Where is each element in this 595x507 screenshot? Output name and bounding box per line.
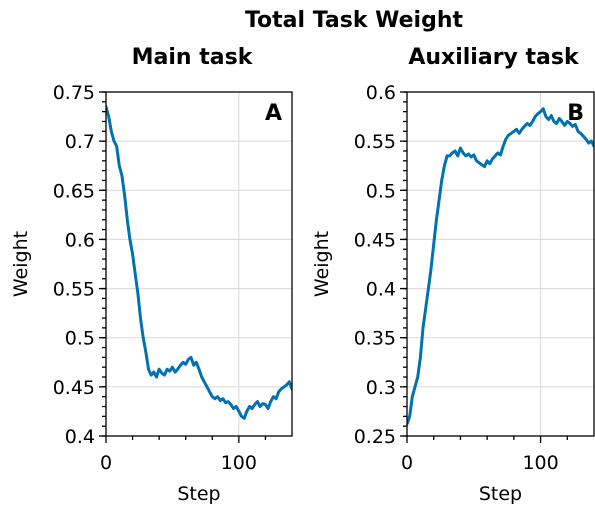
y-tick-label: 0.75: [53, 82, 95, 104]
y-axis-label: Weight: [311, 231, 333, 297]
y-tick-label: 0.3: [366, 377, 396, 399]
y-tick-label: 0.45: [53, 377, 95, 399]
y-axis-label: Weight: [10, 231, 32, 297]
figure-title: Total Task Weight: [245, 8, 464, 33]
x-tick-label: 100: [221, 452, 257, 474]
panel-title: Main task: [132, 45, 254, 70]
y-tick-label: 0.25: [354, 426, 396, 448]
y-tick-label: 0.5: [366, 180, 396, 202]
y-tick-label: 0.55: [53, 279, 95, 301]
series-line: [106, 105, 292, 420]
panel-main-task: Main task 0.4 0.45 0.5 0.55 0.6 0.65 0.7 0.75 0 10…: [10, 45, 293, 505]
y-tick-label: 0.35: [354, 328, 396, 350]
panel-title: Auxiliary task: [408, 45, 580, 70]
x-axis-label: Step: [479, 483, 522, 505]
panel-auxiliary-task: Auxiliary task 0.25 0.3 0.35 0.4 0.45 0.5 0.55 0…: [311, 45, 595, 505]
y-tick-label: 0.4: [366, 279, 396, 301]
x-tick-label: 0: [401, 452, 413, 474]
x-axis-label: Step: [177, 483, 220, 505]
panel-letter: B: [567, 101, 584, 126]
y-tick-label: 0.55: [354, 131, 396, 153]
y-tick-label: 0.45: [354, 229, 396, 251]
y-tick-label: 0.65: [53, 180, 95, 202]
y-tick-label: 0.4: [65, 426, 95, 448]
x-tick-label: 0: [100, 452, 112, 474]
series-line: [407, 107, 594, 426]
y-tick-label: 0.6: [65, 229, 95, 251]
y-tick-label: 0.7: [65, 131, 95, 153]
y-tick-label: 0.5: [65, 328, 95, 350]
y-tick-label: 0.6: [366, 82, 396, 104]
plot-frame: [406, 91, 595, 437]
x-tick-label: 100: [522, 452, 558, 474]
panel-letter: A: [265, 101, 282, 126]
plot-frame: [105, 91, 293, 437]
